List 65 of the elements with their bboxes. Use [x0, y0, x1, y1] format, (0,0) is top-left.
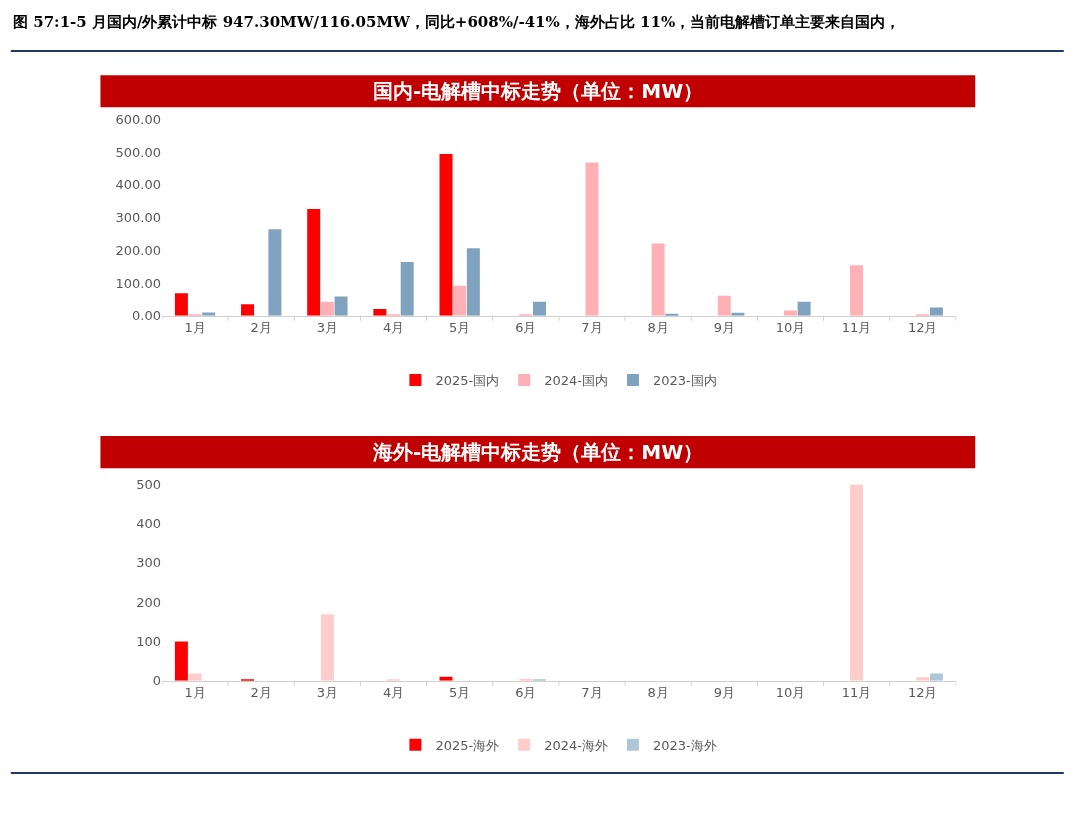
bar — [268, 229, 282, 316]
x-tick-label: 6月 — [515, 320, 537, 336]
legend-label: 2024-国内 — [544, 372, 608, 388]
bar — [320, 614, 334, 681]
x-tick-label: 2月 — [250, 685, 272, 701]
y-tick-label: 500 — [136, 476, 161, 492]
y-tick-label: 100.00 — [115, 275, 161, 291]
bar — [174, 293, 188, 316]
x-tick-label: 3月 — [316, 685, 339, 701]
chart-title: 国内-电解槽中标走势（单位：MW） — [373, 79, 704, 103]
legend-label: 2023-海外 — [652, 737, 717, 753]
y-tick-label: 0.00 — [132, 308, 161, 324]
x-tick-label: 1月 — [184, 685, 206, 701]
x-tick-label: 5月 — [449, 320, 471, 336]
x-tick-label: 9月 — [713, 685, 735, 701]
legend-label: 2025-国内 — [435, 372, 500, 388]
y-tick-label: 400.00 — [115, 177, 161, 193]
x-tick-label: 6月 — [515, 685, 537, 701]
y-tick-label: 300.00 — [115, 210, 161, 226]
bar — [241, 304, 255, 316]
x-tick-label: 8月 — [647, 320, 669, 336]
bar — [334, 296, 348, 316]
bar — [466, 248, 480, 316]
bar — [585, 162, 599, 316]
legend-label: 2024-海外 — [544, 737, 608, 753]
y-tick-label: 0 — [152, 673, 161, 689]
y-tick-label: 200.00 — [115, 242, 161, 258]
x-tick-label: 8月 — [647, 685, 669, 701]
legend-label: 2025-海外 — [435, 737, 500, 753]
x-tick-label: 12月 — [907, 320, 938, 336]
x-tick-label: 3月 — [316, 320, 339, 336]
y-tick-label: 300 — [136, 555, 161, 571]
x-tick-label: 7月 — [581, 685, 603, 701]
bar — [651, 243, 665, 316]
bar — [533, 301, 546, 316]
x-tick-label: 2月 — [250, 320, 272, 336]
y-tick-label: 100 — [136, 633, 161, 649]
x-tick-label: 12月 — [907, 685, 938, 701]
bar — [439, 153, 453, 316]
bar — [453, 285, 467, 316]
y-tick-label: 400 — [136, 516, 161, 532]
x-tick-label: 4月 — [382, 320, 405, 336]
x-tick-label: 9月 — [713, 320, 735, 336]
x-tick-label: 4月 — [382, 685, 405, 701]
bar — [307, 209, 321, 316]
x-tick-label: 5月 — [449, 685, 471, 701]
y-tick-label: 500.00 — [115, 144, 161, 160]
chart-title: 海外-电解槽中标走势（单位：MW） — [372, 440, 704, 464]
bar — [717, 295, 731, 316]
bar — [174, 641, 188, 681]
x-tick-label: 11月 — [841, 685, 872, 701]
x-tick-label: 11月 — [841, 320, 872, 336]
x-tick-label: 10月 — [775, 320, 806, 336]
legend-label: 2023-国内 — [652, 372, 717, 388]
y-tick-label: 600.00 — [115, 111, 161, 127]
bar — [320, 301, 334, 316]
bar — [850, 265, 864, 316]
y-tick-label: 200 — [136, 594, 161, 610]
bar — [850, 484, 864, 681]
bar — [797, 301, 811, 316]
x-tick-label: 1月 — [184, 320, 206, 336]
x-tick-label: 7月 — [581, 320, 603, 336]
caption: 图 57:1-5 月国内/外累计中标 947.30MW/116.05MW，同比+608%/-41%，海外占比 11%，当前电解槽订单主要来自国内， — [13, 13, 901, 31]
x-tick-label: 10月 — [775, 685, 806, 701]
bar — [400, 262, 414, 316]
